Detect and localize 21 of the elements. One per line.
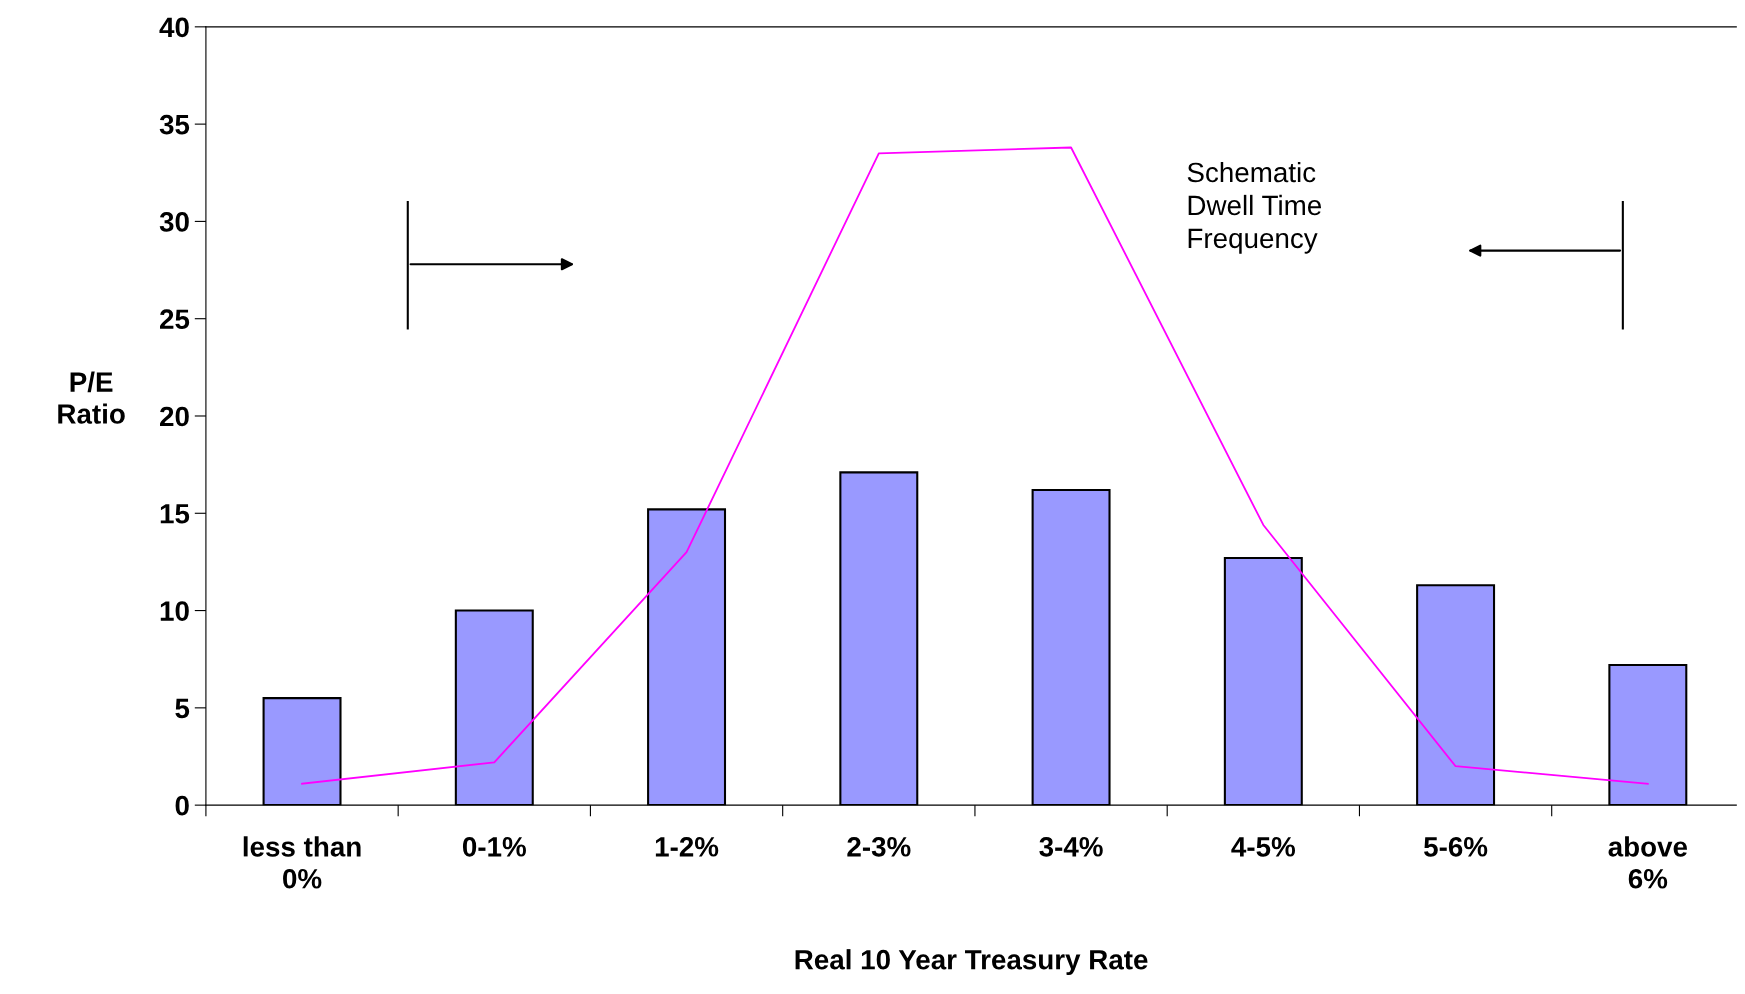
x-tick-label: less than 0% — [243, 836, 361, 889]
y-tick-label: 5 — [175, 698, 190, 719]
x-tick-label: 4-5% — [1231, 837, 1296, 857]
x-tick-label: above 6% — [1608, 836, 1688, 889]
y-tick-label: 35 — [159, 114, 190, 135]
x-tick-label: 3-4% — [1039, 837, 1103, 857]
y-tick-label: 20 — [160, 406, 189, 427]
annotation: Schematic Dwell Time Frequency — [1187, 161, 1322, 254]
y-tick-label: 40 — [159, 17, 189, 38]
x-tick-label: 2-3% — [847, 837, 911, 857]
y-tick-label: 30 — [159, 212, 189, 232]
y-tick-label: 25 — [160, 309, 190, 330]
y-tick-label: 0 — [175, 795, 189, 816]
y-tick-label: 15 — [160, 504, 190, 524]
x-tick-label: 0-1% — [462, 837, 526, 857]
x-tick-label: 5-6% — [1424, 837, 1488, 857]
y-tick-label: 10 — [160, 601, 189, 621]
x-axis-title: Real 10 Year Treasury Rate — [795, 949, 1148, 976]
line-series — [301, 146, 1649, 785]
y-axis-title: P/E Ratio — [58, 371, 125, 424]
x-tick-label: 1-2% — [655, 837, 719, 857]
